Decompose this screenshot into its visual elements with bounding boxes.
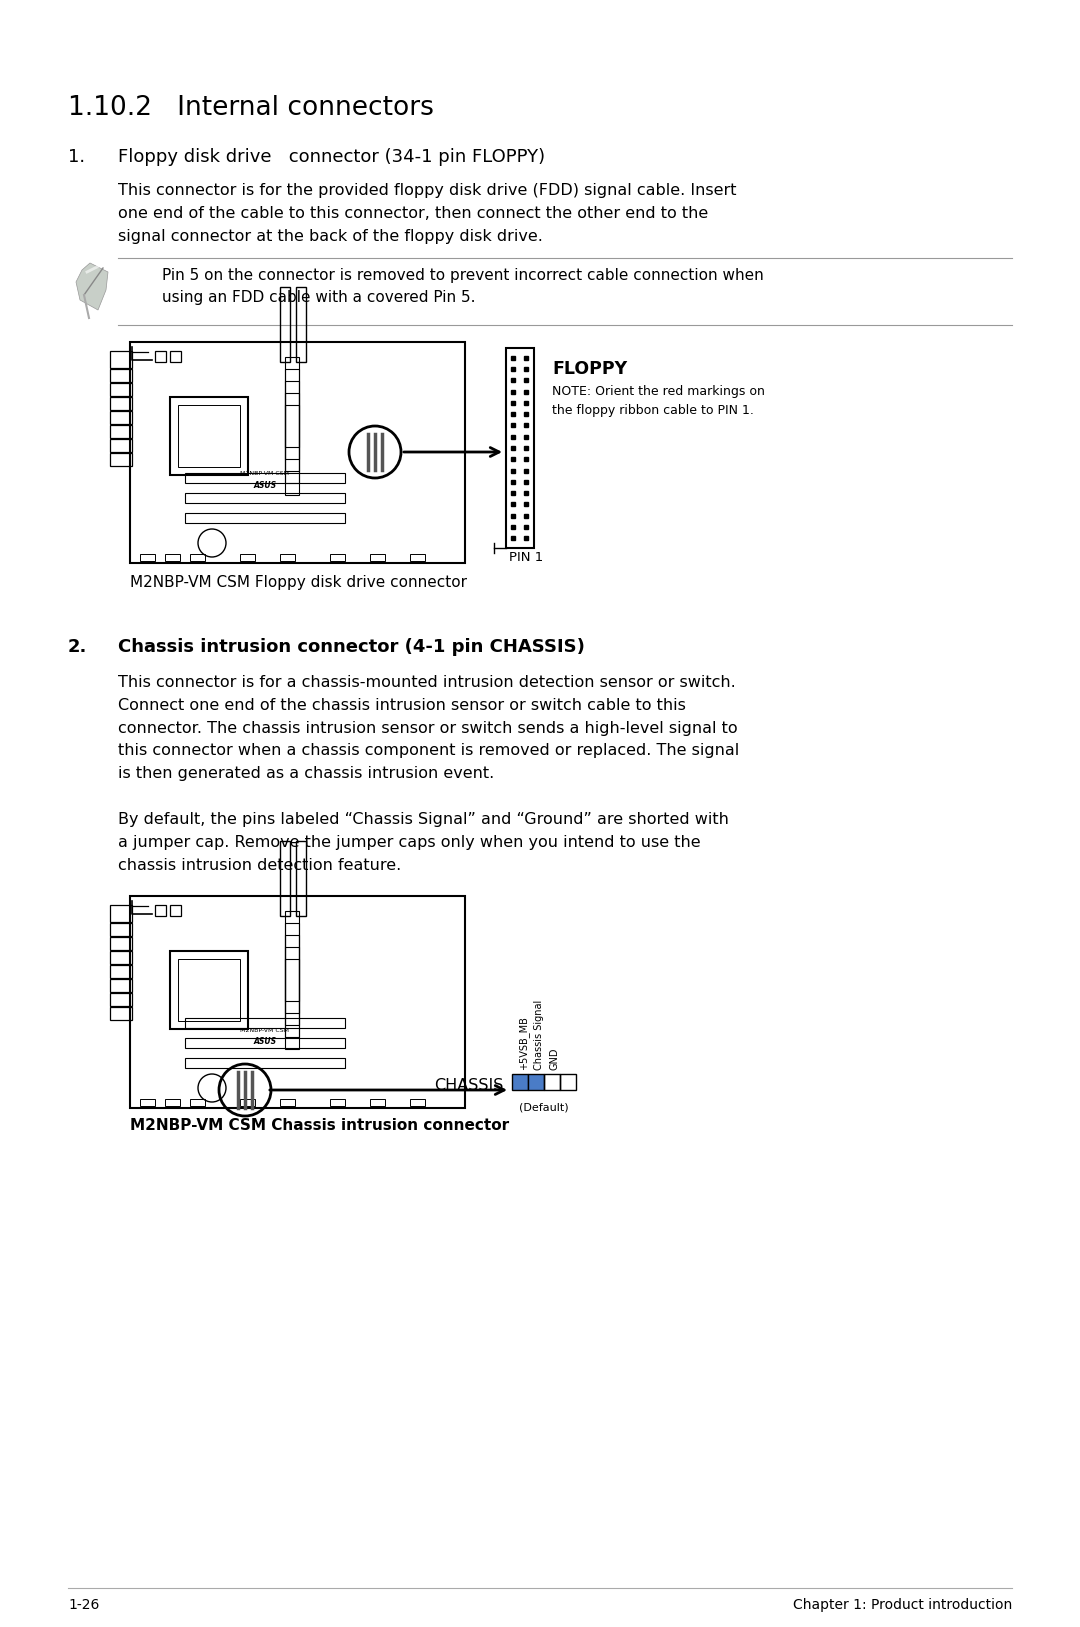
Bar	[110, 952, 132, 965]
Text: By default, the pins labeled “Chassis Signal” and “Ground” are shorted with
a ju: By default, the pins labeled “Chassis Si…	[118, 812, 729, 872]
Bar	[512, 1074, 528, 1090]
Bar	[544, 1074, 561, 1090]
Bar	[190, 1098, 205, 1106]
Text: 1.: 1.	[68, 148, 85, 166]
Bar	[190, 555, 205, 561]
Bar	[185, 1019, 345, 1028]
Bar	[185, 513, 345, 522]
Bar	[178, 405, 240, 467]
Bar	[280, 841, 291, 916]
Bar	[285, 405, 299, 495]
Bar	[110, 425, 132, 438]
Bar	[170, 351, 181, 361]
Text: This connector is for a chassis-mounted intrusion detection sensor or switch.
Co: This connector is for a chassis-mounted …	[118, 675, 739, 781]
Text: PIN 1: PIN 1	[509, 552, 543, 565]
Text: This connector is for the provided floppy disk drive (FDD) signal cable. Insert
: This connector is for the provided flopp…	[118, 182, 737, 244]
Bar	[110, 351, 132, 368]
Bar	[170, 952, 248, 1028]
Bar	[110, 1007, 132, 1020]
Bar	[110, 439, 132, 452]
Text: NOTE: Orient the red markings on
the floppy ribbon cable to PIN 1.: NOTE: Orient the red markings on the flo…	[552, 386, 765, 417]
Polygon shape	[76, 264, 108, 311]
Bar	[285, 911, 299, 1001]
Text: M2NBP-VM CSM: M2NBP-VM CSM	[241, 470, 289, 475]
Bar	[165, 555, 180, 561]
Bar	[110, 965, 132, 978]
Bar	[285, 394, 299, 483]
Bar	[185, 1038, 345, 1048]
Bar	[410, 555, 426, 561]
Text: 2.: 2.	[68, 638, 87, 656]
Bar	[370, 555, 384, 561]
Bar	[285, 958, 299, 1049]
Bar	[110, 923, 132, 936]
Bar	[240, 1098, 255, 1106]
Bar	[240, 555, 255, 561]
Text: M2NBP-VM CSM Chassis intrusion connector: M2NBP-VM CSM Chassis intrusion connector	[130, 1118, 509, 1132]
Bar	[285, 923, 299, 1014]
Text: Chassis Signal: Chassis Signal	[534, 999, 544, 1071]
Bar	[285, 356, 299, 447]
Text: (Default): (Default)	[519, 1101, 569, 1111]
Bar	[296, 286, 306, 361]
Text: Chapter 1: Product introduction: Chapter 1: Product introduction	[793, 1598, 1012, 1612]
Bar	[370, 1098, 384, 1106]
Bar	[185, 1058, 345, 1067]
Text: CHASSIS: CHASSIS	[434, 1079, 503, 1093]
Bar	[285, 947, 299, 1036]
Bar	[140, 1098, 156, 1106]
Bar	[280, 286, 291, 361]
Bar	[140, 555, 156, 561]
Bar	[110, 452, 132, 465]
Bar	[156, 351, 166, 361]
Bar	[170, 905, 181, 916]
Bar	[285, 936, 299, 1025]
Bar	[296, 841, 306, 916]
Text: ASUS: ASUS	[254, 480, 276, 490]
Bar	[528, 1074, 544, 1090]
Text: Chassis intrusion connector (4-1 pin CHASSIS): Chassis intrusion connector (4-1 pin CHA…	[118, 638, 585, 656]
Text: Floppy disk drive   connector (34-1 pin FLOPPY): Floppy disk drive connector (34-1 pin FL…	[118, 148, 545, 166]
Text: +5VSB_MB: +5VSB_MB	[518, 1017, 529, 1071]
Bar	[110, 382, 132, 395]
Bar	[280, 555, 295, 561]
Bar	[110, 937, 132, 950]
Bar	[110, 412, 132, 425]
Bar	[330, 555, 345, 561]
Text: Pin 5 on the connector is removed to prevent incorrect cable connection when
usi: Pin 5 on the connector is removed to pre…	[162, 268, 764, 306]
Bar	[185, 473, 345, 483]
Bar	[165, 1098, 180, 1106]
Text: 1-26: 1-26	[68, 1598, 99, 1612]
Bar	[110, 992, 132, 1005]
Bar	[410, 1098, 426, 1106]
Bar	[285, 381, 299, 470]
Bar	[330, 1098, 345, 1106]
Bar	[280, 1098, 295, 1106]
Text: M2NBP-VM CSM: M2NBP-VM CSM	[241, 1028, 289, 1033]
Bar	[178, 958, 240, 1022]
Bar	[130, 342, 465, 563]
Bar	[156, 905, 166, 916]
Bar	[561, 1074, 576, 1090]
Bar	[110, 369, 132, 382]
Text: FLOPPY: FLOPPY	[552, 360, 627, 377]
Text: 1.10.2   Internal connectors: 1.10.2 Internal connectors	[68, 94, 434, 120]
Bar	[110, 905, 132, 923]
Bar	[110, 397, 132, 410]
Bar	[285, 369, 299, 459]
Text: M2NBP-VM CSM Floppy disk drive connector: M2NBP-VM CSM Floppy disk drive connector	[130, 574, 467, 591]
Bar	[110, 979, 132, 992]
Bar	[185, 493, 345, 503]
Bar	[130, 896, 465, 1108]
Text: GND: GND	[550, 1048, 561, 1071]
Bar	[170, 397, 248, 475]
Bar	[507, 348, 534, 548]
Text: ASUS: ASUS	[254, 1038, 276, 1046]
